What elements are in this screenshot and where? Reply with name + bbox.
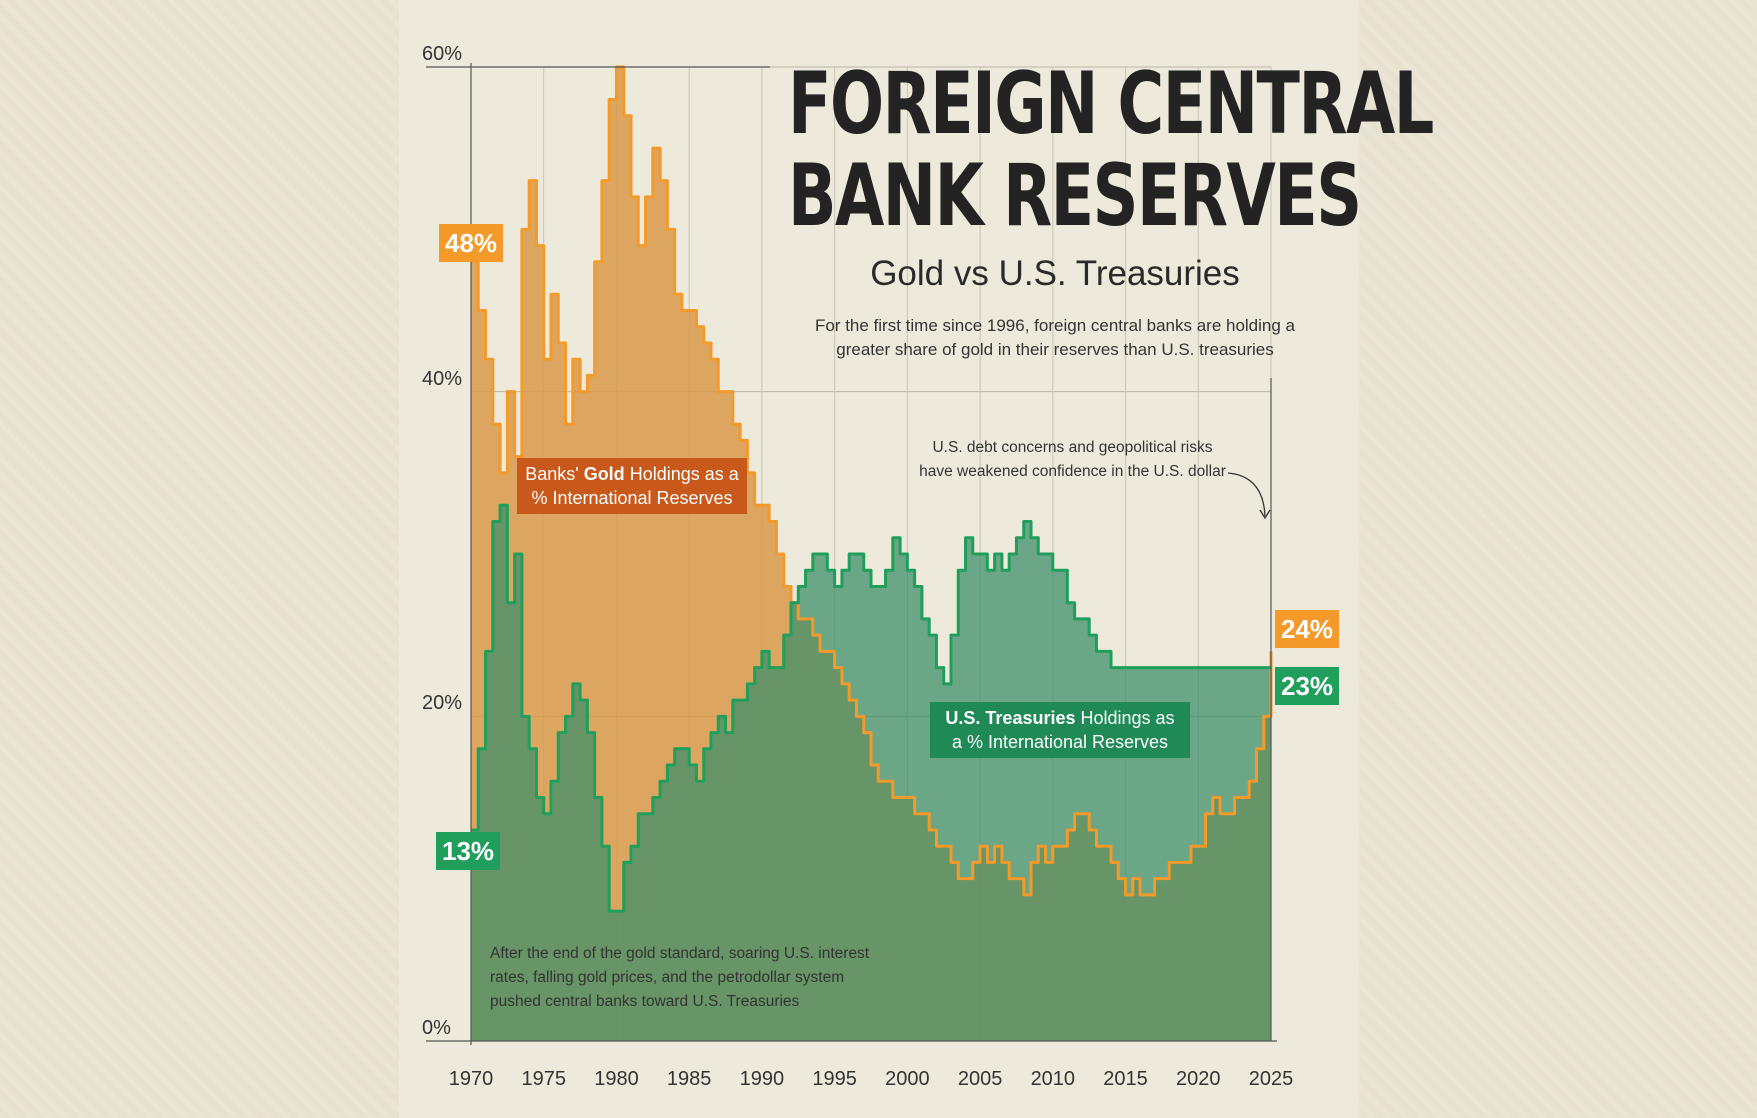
left-background (0, 0, 399, 1118)
description: For the first time since 1996, foreign c… (814, 316, 1296, 359)
x-tick-label: 2015 (1103, 1068, 1148, 1090)
x-tick-label: 1970 (448, 1068, 494, 1090)
area-layer (471, 67, 1271, 1041)
debt-note-arrow (1227, 472, 1266, 517)
page-title: FOREIGN CENTRAL BANK RESERVES (788, 54, 1434, 246)
treas-label-post: Holdings as a % International Reserves (951, 708, 1175, 752)
x-tick-label: 2020 (1176, 1068, 1221, 1090)
treasury-area (471, 505, 1271, 1041)
x-tick-label: 1990 (739, 1068, 785, 1090)
x-tick-label: 1985 (666, 1068, 712, 1090)
x-tick-label: 2010 (1030, 1068, 1076, 1090)
gold-label-pre: Banks' (525, 464, 584, 484)
y-tick-label: 40% (422, 367, 463, 390)
treasury-start-badge: 13% (436, 832, 501, 870)
gold-end-badge: 24% (1275, 610, 1340, 648)
gold-start-badge: 48% (439, 224, 504, 262)
gold-label-post: Holdings as a % International Reserves (531, 464, 739, 508)
gold-standard-note: After the end of the gold standard, soar… (490, 945, 870, 1010)
subtitle: Gold vs U.S. Treasuries (870, 254, 1240, 293)
y-tick-label: 60% (422, 43, 463, 65)
x-tick-label: 2005 (957, 1068, 1003, 1090)
right-background (1358, 0, 1757, 1118)
gold-series-line (471, 65, 1273, 897)
treas-label-bold: U.S. Treasuries (945, 708, 1076, 728)
y-tick-label: 20% (422, 692, 463, 715)
gold-label-bold: Gold (583, 464, 625, 484)
title-line-1: FOREIGN CENTRAL (788, 54, 1434, 154)
x-tick-label: 2000 (885, 1068, 930, 1090)
x-tick-label: 1995 (812, 1068, 857, 1090)
x-tick-label: 1980 (594, 1068, 639, 1090)
debt-note-arrowhead (1259, 509, 1271, 520)
gold-series-label: Banks' Gold Holdings as a % Internationa… (517, 458, 747, 514)
y-tick-label: 0% (422, 1017, 451, 1039)
x-tick-label: 1975 (521, 1068, 566, 1090)
x-tick-label: 2025 (1248, 1068, 1294, 1090)
title-line-2: BANK RESERVES (788, 146, 1362, 246)
treasury-series-label: U.S. Treasuries Holdings as a % Internat… (930, 702, 1190, 758)
debt-concerns-note: U.S. debt concerns and geopolitical risk… (919, 439, 1226, 480)
treasury-series-line (471, 503, 1271, 913)
line-layer (471, 65, 1273, 913)
treasury-end-badge: 23% (1275, 667, 1340, 705)
